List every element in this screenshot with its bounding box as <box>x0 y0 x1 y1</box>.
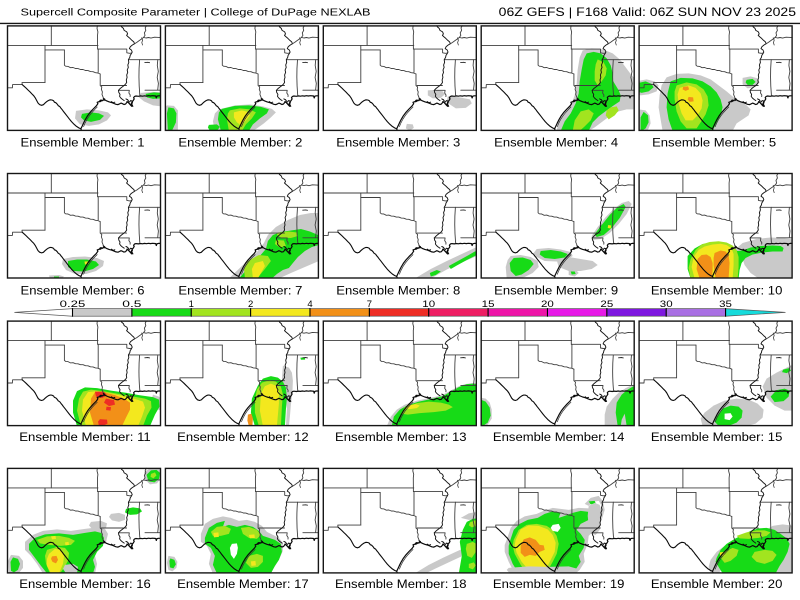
svg-text:30: 30 <box>660 299 673 310</box>
svg-text:Ensemble Member: 8: Ensemble Member: 8 <box>336 284 460 298</box>
svg-text:Ensemble Member: 7: Ensemble Member: 7 <box>178 284 302 298</box>
svg-text:35: 35 <box>719 299 732 310</box>
svg-text:0.5: 0.5 <box>122 299 141 310</box>
svg-text:4: 4 <box>307 299 312 310</box>
svg-text:Ensemble Member: 20: Ensemble Member: 20 <box>651 577 783 591</box>
svg-text:Ensemble Member: 17: Ensemble Member: 17 <box>177 577 309 591</box>
svg-text:Ensemble Member: 1: Ensemble Member: 1 <box>21 135 145 149</box>
svg-text:Ensemble Member: 16: Ensemble Member: 16 <box>19 577 151 591</box>
svg-text:7: 7 <box>367 299 372 310</box>
svg-text:Ensemble Member: 11: Ensemble Member: 11 <box>19 430 151 444</box>
svg-text:Ensemble Member: 6: Ensemble Member: 6 <box>21 284 145 298</box>
svg-text:06Z GEFS | F168 Valid: 06Z SUN: 06Z GEFS | F168 Valid: 06Z SUN NOV 23 20… <box>499 6 797 19</box>
svg-text:Ensemble Member: 5: Ensemble Member: 5 <box>652 135 776 149</box>
svg-text:15: 15 <box>482 299 495 310</box>
svg-text:Ensemble Member: 4: Ensemble Member: 4 <box>494 135 618 149</box>
svg-text:Ensemble Member: 14: Ensemble Member: 14 <box>493 430 625 444</box>
svg-text:Ensemble Member: 18: Ensemble Member: 18 <box>335 577 467 591</box>
svg-text:Ensemble Member: 9: Ensemble Member: 9 <box>494 284 618 298</box>
svg-text:Ensemble Member: 10: Ensemble Member: 10 <box>651 284 783 298</box>
svg-text:1: 1 <box>189 299 194 310</box>
svg-text:Ensemble Member: 12: Ensemble Member: 12 <box>177 430 309 444</box>
svg-text:2: 2 <box>248 299 253 310</box>
svg-text:Ensemble Member: 15: Ensemble Member: 15 <box>651 430 783 444</box>
svg-text:25: 25 <box>600 299 613 310</box>
svg-text:Ensemble Member: 13: Ensemble Member: 13 <box>335 430 467 444</box>
svg-text:20: 20 <box>541 299 554 310</box>
svg-text:Ensemble Member: 19: Ensemble Member: 19 <box>493 577 625 591</box>
svg-text:Supercell Composite Parameter: Supercell Composite Parameter | College … <box>21 8 372 19</box>
svg-text:Ensemble Member: 2: Ensemble Member: 2 <box>178 135 302 149</box>
svg-text:10: 10 <box>422 299 435 310</box>
svg-text:Ensemble Member: 3: Ensemble Member: 3 <box>336 135 460 149</box>
svg-text:0.25: 0.25 <box>60 299 86 310</box>
